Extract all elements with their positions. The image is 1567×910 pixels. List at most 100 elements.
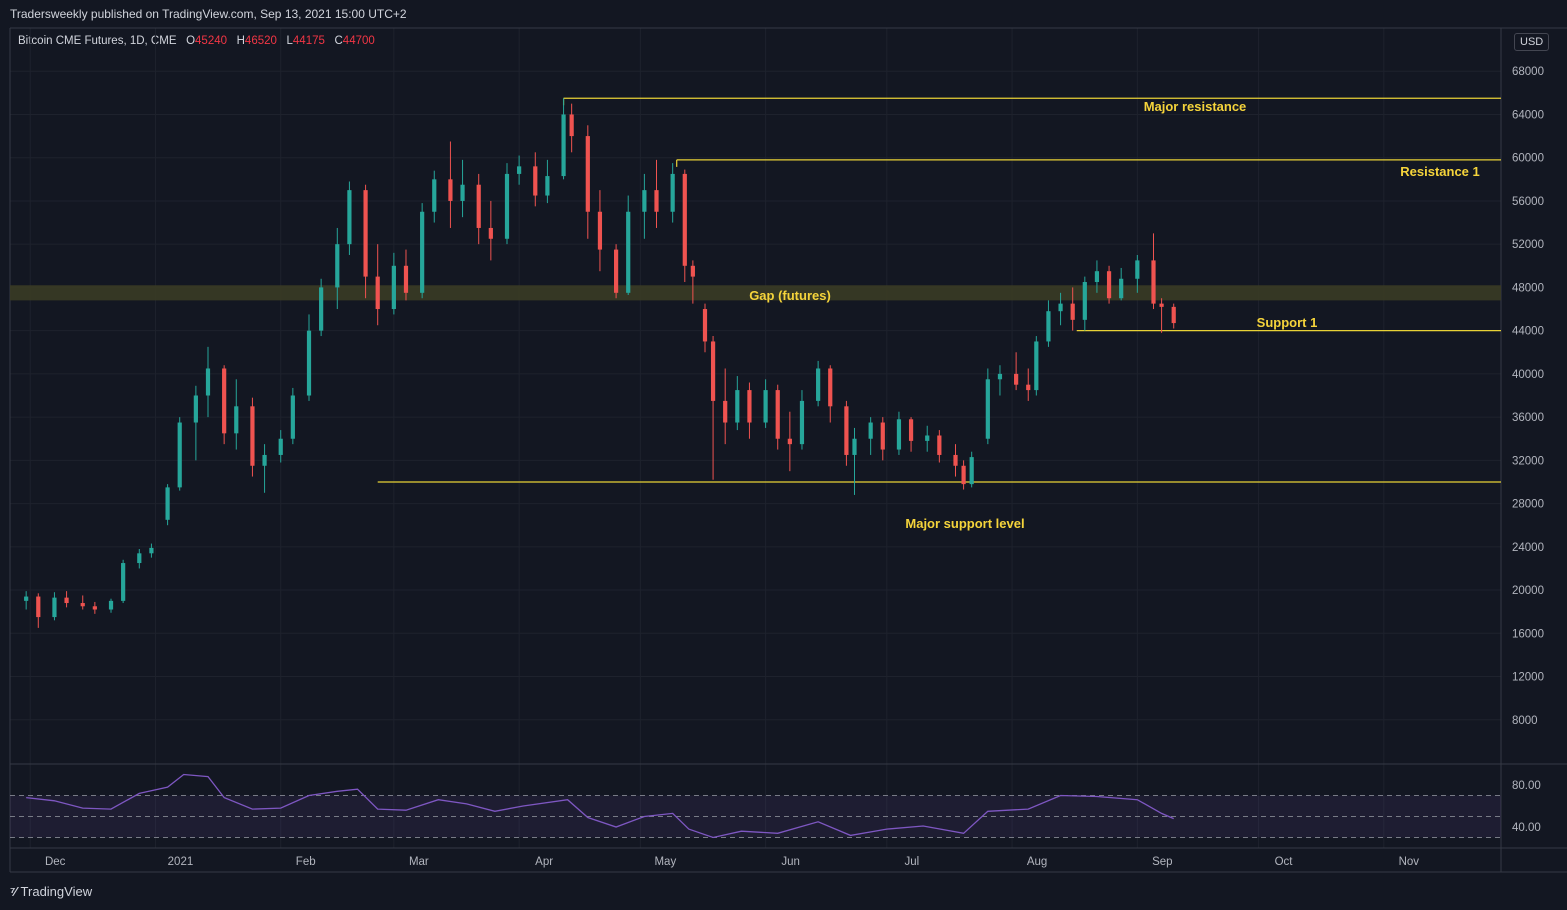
candle-body <box>1159 303 1164 307</box>
candle-body <box>533 166 538 196</box>
candle-body <box>1034 341 1039 391</box>
tradingview-logo-icon: ⁷⁄ <box>10 884 16 899</box>
candle-body <box>896 419 902 450</box>
candle-body <box>908 419 914 441</box>
candle-body <box>448 179 453 201</box>
candle-body <box>1119 278 1124 299</box>
low-value: 44175 <box>292 35 325 47</box>
candle-body <box>985 379 990 439</box>
candle-body <box>763 390 768 423</box>
x-tick-label: Jun <box>781 856 800 868</box>
candle-body <box>937 435 942 455</box>
candle-body <box>1151 260 1156 304</box>
major-support-label: Major support level <box>905 516 1024 531</box>
rsi-tick-label: 40.00 <box>1512 822 1541 834</box>
y-tick-label: 20000 <box>1512 585 1544 597</box>
candle-body <box>165 487 170 520</box>
candle-body <box>363 190 368 277</box>
currency-selector[interactable]: USD <box>1514 33 1550 51</box>
x-tick-label: May <box>654 856 676 868</box>
candle-body <box>844 406 849 455</box>
candle-body <box>1094 271 1100 283</box>
candle-body <box>723 400 728 423</box>
candle-body <box>460 184 465 201</box>
candle-body <box>969 457 974 485</box>
candle-body <box>569 114 574 137</box>
close-value: 44700 <box>342 35 375 47</box>
candle-body <box>880 422 885 450</box>
candle-body <box>626 211 631 293</box>
candle-body <box>735 390 740 423</box>
x-tick-label: Oct <box>1275 856 1294 868</box>
y-tick-label: 68000 <box>1512 66 1544 78</box>
candle-body <box>1106 271 1112 299</box>
candle-body <box>335 244 340 288</box>
x-tick-label: Mar <box>409 856 429 868</box>
y-tick-label: 56000 <box>1512 196 1544 208</box>
candle-body <box>108 600 114 610</box>
support-1-label: Support 1 <box>1257 315 1318 330</box>
x-tick-label: 2021 <box>168 856 194 868</box>
tradingview-brand[interactable]: ⁷⁄ TradingView <box>10 884 92 899</box>
candle-body <box>868 422 873 439</box>
candle-body <box>420 211 425 293</box>
y-tick-label: 48000 <box>1512 282 1544 294</box>
candle-body <box>1070 303 1075 320</box>
candle-body <box>1058 303 1063 312</box>
x-tick-label: Aug <box>1027 856 1047 868</box>
x-tick-label: Sep <box>1152 856 1172 868</box>
candle-body <box>36 596 41 618</box>
candle-body <box>816 368 821 401</box>
candle-body <box>347 190 352 245</box>
y-tick-label: 32000 <box>1512 455 1544 467</box>
x-tick-label: Jul <box>904 856 919 868</box>
candle-body <box>953 454 958 466</box>
y-tick-label: 28000 <box>1512 499 1544 511</box>
y-tick-label: 24000 <box>1512 542 1544 554</box>
y-tick-label: 36000 <box>1512 412 1544 424</box>
candle-body <box>432 179 437 212</box>
candle-body <box>690 265 695 277</box>
gap-zone <box>10 285 1501 301</box>
open-label: O <box>186 35 196 47</box>
symbol-name: Bitcoin CME Futures, 1D, CME <box>18 35 177 47</box>
y-tick-label: 8000 <box>1512 715 1538 727</box>
candle-body <box>710 341 716 401</box>
close-label: C <box>334 35 343 47</box>
low-label: L <box>286 35 293 47</box>
candle-body <box>250 406 255 466</box>
candle-body <box>306 330 312 396</box>
symbol-legend: Bitcoin CME Futures, 1D, CME O45240 H465… <box>18 35 375 47</box>
y-tick-label: 60000 <box>1512 153 1544 165</box>
candle-body <box>597 211 603 250</box>
rsi-tick-label: 80.00 <box>1512 780 1541 792</box>
candle-body <box>290 395 295 439</box>
candle-body <box>476 184 481 228</box>
y-tick-label: 44000 <box>1512 326 1544 338</box>
candle-body <box>193 395 198 423</box>
candle-body <box>1026 384 1031 391</box>
candle-body <box>1171 306 1176 324</box>
candle-body <box>1014 373 1019 385</box>
candle-body <box>278 438 283 455</box>
candle-body <box>561 114 566 177</box>
resistance-1-label: Resistance 1 <box>1400 164 1480 179</box>
y-tick-label: 52000 <box>1512 239 1544 251</box>
gap-futures-label: Gap (futures) <box>749 288 831 303</box>
x-tick-label: Feb <box>296 856 316 868</box>
candle-body <box>775 390 780 439</box>
candle-body <box>177 422 182 488</box>
candle-body <box>852 438 857 455</box>
candle-body <box>222 368 227 434</box>
x-tick-label: Apr <box>535 856 553 868</box>
candle-body <box>1135 260 1140 279</box>
candle-body <box>747 390 752 423</box>
candle-body <box>997 373 1003 380</box>
candle-body <box>925 435 930 441</box>
candle-body <box>205 368 211 396</box>
rsi-line <box>26 773 1174 839</box>
brand-label: TradingView <box>20 884 93 899</box>
candle-body <box>64 597 69 604</box>
high-value: 46520 <box>244 35 277 47</box>
